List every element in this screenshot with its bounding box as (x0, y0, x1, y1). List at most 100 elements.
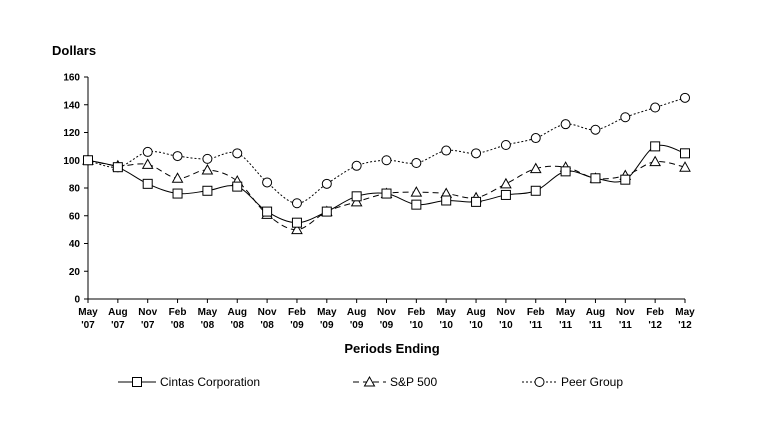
x-tick-label: May (436, 307, 456, 318)
data-point-s-p-500 (291, 223, 303, 235)
x-tick-label-year: '11 (559, 320, 572, 331)
data-point-cintas-corporation (650, 141, 661, 152)
x-tick-label: Nov (377, 307, 396, 318)
x-tick-label: Aug (347, 307, 366, 318)
x-tick-label-year: '11 (529, 320, 542, 331)
x-tick-label: Aug (228, 307, 247, 318)
series-cintas-corporation (83, 141, 690, 228)
x-tick-label-year: '07 (81, 320, 95, 331)
x-tick-label: May (675, 307, 695, 318)
data-point-peer-group (620, 112, 631, 123)
legend-label-s-p-500: S&P 500 (390, 375, 437, 389)
series-peer-group (83, 92, 690, 209)
x-tick-label: Nov (258, 307, 277, 318)
data-point-peer-group (590, 124, 601, 135)
legend-item-peer-group: Peer Group (522, 375, 623, 389)
y-tick-label: 60 (69, 211, 81, 222)
data-point-cintas-corporation (620, 174, 631, 185)
data-point-peer-group (441, 145, 452, 156)
data-point-s-p-500 (649, 155, 661, 167)
data-point-cintas-corporation (321, 206, 332, 217)
y-tick-label: 20 (69, 267, 81, 278)
data-point-cintas-corporation (411, 199, 422, 210)
x-tick-label: Feb (646, 307, 664, 318)
data-point-peer-group (142, 146, 153, 157)
y-tick-label: 40 (69, 239, 81, 250)
x-tick-label: May (556, 307, 576, 318)
data-point-cintas-corporation (530, 185, 541, 196)
legend-marker-cintas-corporation (132, 377, 142, 387)
legend: Cintas Corporation S&P 500 Peer Group (118, 375, 623, 389)
x-tick-label-year: '08 (230, 320, 244, 331)
legend-item-cintas-corporation: Cintas Corporation (118, 375, 260, 389)
data-point-cintas-corporation (500, 189, 511, 200)
series-layer (82, 92, 691, 235)
x-tick-label-year: '12 (648, 320, 662, 331)
data-point-cintas-corporation (351, 191, 362, 202)
y-tick-label: 160 (63, 73, 80, 84)
x-tick-label: Feb (169, 307, 187, 318)
data-point-s-p-500 (410, 186, 423, 197)
data-point-cintas-corporation (142, 178, 153, 189)
data-point-peer-group (411, 158, 422, 169)
x-tick-label: May (317, 307, 337, 318)
data-point-peer-group (232, 148, 243, 159)
x-tick-label-year: '07 (141, 320, 155, 331)
y-axis-label: Dollars (52, 43, 96, 58)
data-point-cintas-corporation (202, 185, 213, 196)
x-tick-label: Feb (407, 307, 425, 318)
data-point-cintas-corporation (441, 195, 452, 206)
data-point-s-p-500 (500, 177, 512, 189)
y-tick-label: 0 (74, 295, 80, 306)
y-tick-label: 140 (63, 100, 80, 111)
legend-label-peer-group: Peer Group (561, 375, 623, 389)
x-tick-label: Nov (496, 307, 515, 318)
x-tick-label-year: '09 (320, 320, 334, 331)
data-point-cintas-corporation (83, 155, 93, 166)
x-tick-label-year: '09 (290, 320, 304, 331)
data-point-peer-group (500, 139, 511, 150)
y-tick-label: 120 (63, 128, 80, 139)
data-point-peer-group (172, 151, 183, 162)
data-point-s-p-500 (171, 172, 184, 183)
data-point-s-p-500 (201, 163, 214, 175)
x-tick-label-year: '08 (171, 320, 185, 331)
data-point-peer-group (321, 178, 332, 189)
data-point-peer-group (381, 155, 392, 166)
x-tick-label-year: '11 (619, 320, 632, 331)
data-point-peer-group (202, 153, 213, 164)
data-point-cintas-corporation (232, 181, 243, 192)
x-tick-label-year: '10 (469, 320, 483, 331)
x-tick-label-year: '10 (499, 320, 513, 331)
x-tick-label-year: '07 (111, 320, 125, 331)
data-point-peer-group (471, 148, 482, 159)
legend-marker-peer-group (534, 377, 545, 387)
data-point-cintas-corporation (291, 217, 302, 228)
data-point-peer-group (291, 198, 302, 209)
data-point-cintas-corporation (590, 173, 601, 184)
x-tick-label: Aug (466, 307, 485, 318)
data-point-cintas-corporation (262, 206, 273, 217)
x-tick-label: Nov (616, 307, 635, 318)
data-point-cintas-corporation (381, 188, 392, 199)
x-tick-label: Aug (108, 307, 127, 318)
x-tick-label-year: '11 (589, 320, 602, 331)
x-tick-label-year: '10 (410, 320, 424, 331)
data-point-cintas-corporation (680, 148, 690, 159)
data-point-peer-group (650, 102, 661, 113)
data-point-peer-group (560, 119, 571, 130)
x-axis-label: Periods Ending (344, 341, 439, 356)
x-tick-label-year: '09 (350, 320, 364, 331)
data-point-peer-group (680, 92, 690, 103)
x-tick-label-year: '08 (201, 320, 215, 331)
data-point-s-p-500 (350, 195, 363, 207)
x-tick-label-year: '09 (380, 320, 394, 331)
x-tick-label: Feb (527, 307, 545, 318)
x-tick-label: May (78, 307, 98, 318)
x-tick-label: May (198, 307, 218, 318)
legend-label-cintas-corporation: Cintas Corporation (160, 375, 260, 389)
data-point-peer-group (530, 133, 541, 144)
x-tick-label: Nov (138, 307, 157, 318)
